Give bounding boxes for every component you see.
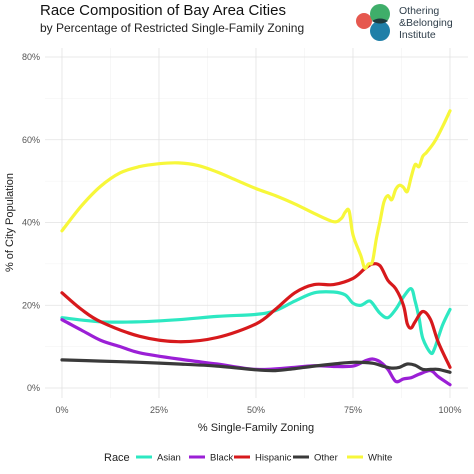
legend-label-asian: Asian (157, 453, 181, 464)
chart-subtitle: by Percentage of Restricted Single-Famil… (40, 21, 305, 35)
x-tick-label: 25% (150, 405, 168, 415)
x-tick-label: 75% (344, 405, 362, 415)
logo-line-2: &Belonging (399, 17, 453, 29)
gridlines (45, 48, 468, 398)
logo-overlap-shape (372, 18, 388, 24)
legend: Race Asian Black Hispanic Other White (104, 452, 392, 464)
logo-blue-circle (370, 21, 390, 41)
x-axis-title: % Single-Family Zoning (198, 422, 314, 434)
x-tick-label: 100% (438, 405, 461, 415)
legend-label-white: White (368, 453, 392, 464)
y-tick-label: 20% (22, 300, 40, 310)
series-line-other (60, 358, 452, 374)
x-tick-label: 50% (247, 405, 265, 415)
legend-label-hispanic: Hispanic (255, 453, 292, 464)
x-tick-label: 0% (55, 405, 68, 415)
x-tick-labels: 0% 25% 50% 75% 100% (55, 405, 461, 415)
logo-red-circle (356, 13, 372, 29)
chart-title: Race Composition of Bay Area Cities (40, 2, 286, 19)
series-line-asian (60, 287, 452, 356)
institute-logo (356, 4, 390, 41)
logo-green-circle (370, 4, 390, 24)
logo-text: Othering &Belonging Institute (399, 5, 453, 41)
legend-title: Race (104, 452, 130, 464)
y-tick-label: 60% (22, 135, 40, 145)
series-line-white (60, 109, 452, 270)
logo-line-3: Institute (399, 29, 436, 41)
y-tick-label: 0% (27, 383, 40, 393)
y-axis-title: % of City Population (4, 173, 16, 272)
legend-label-other: Other (314, 453, 338, 464)
y-tick-label: 80% (22, 52, 40, 62)
logo-line-1: Othering (399, 5, 440, 17)
legend-label-black: Black (210, 453, 233, 464)
series-line-black (60, 318, 452, 387)
series-lines (60, 109, 452, 387)
y-tick-labels: 0% 20% 40% 60% 80% (22, 52, 40, 393)
y-tick-label: 40% (22, 218, 40, 228)
